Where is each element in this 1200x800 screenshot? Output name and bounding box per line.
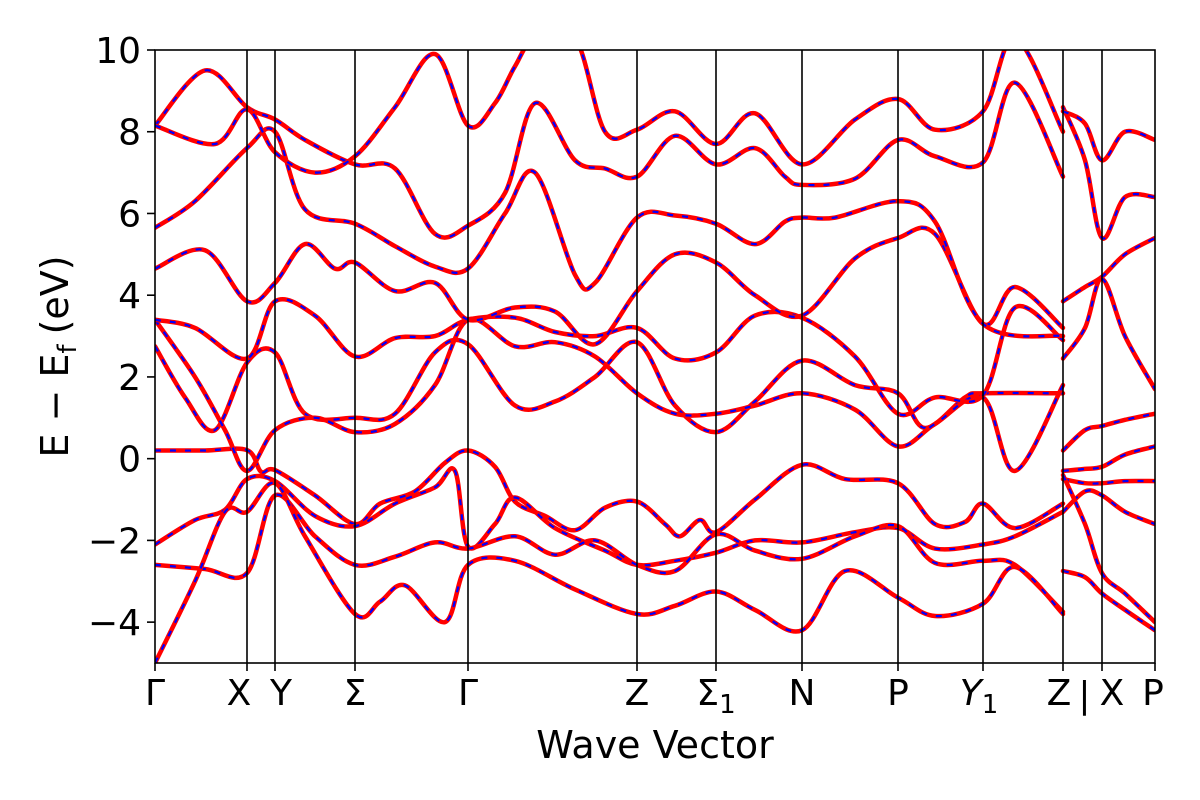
band-red-line-7 [155, 225, 1066, 347]
band-blue-dashed-line-4 [155, 338, 1064, 434]
band-blue-dashed-line-9 [155, 69, 1064, 239]
y-tick-label-5: 6 [118, 194, 141, 235]
band-red-line-8 [155, 126, 1066, 339]
band-red-line-3 [155, 480, 1066, 663]
x-tick-label-12: P [1142, 673, 1164, 714]
y-axis-label: E − Ef (eV) [33, 255, 83, 457]
y-tick-label-4: 4 [118, 276, 141, 317]
x-tick-label-0: Γ [145, 673, 165, 714]
x-tick-label-5: Z [625, 673, 650, 714]
x-tick-label-1: X [227, 673, 252, 714]
bands-layer [155, 50, 1155, 663]
band-blue-dashed-line-8 [155, 127, 1064, 338]
x-axis-label: Wave Vector [536, 723, 774, 767]
segment-break-label: | [1078, 675, 1090, 716]
x-tick-label-10: Z [1047, 673, 1072, 714]
band-blue-dashed-line-15 [1062, 412, 1155, 452]
band-red-line-14 [1060, 276, 1155, 392]
band-red-line-6 [155, 296, 1066, 418]
x-tick-label-11: X [1100, 673, 1125, 714]
band-blue-dashed-line-7 [155, 226, 1064, 346]
y-axis-label-main: E − E [33, 354, 77, 458]
x-tick-label-9: Y1 [960, 673, 999, 720]
kpoint-lines [246, 50, 1103, 663]
band-red-line-16 [1060, 444, 1155, 474]
y-tick-label-3: 2 [118, 358, 141, 399]
band-blue-dashed-line-6 [155, 298, 1064, 417]
band-red-line-15 [1060, 411, 1155, 453]
band-blue-dashed-line-16 [1062, 445, 1155, 472]
y-axis-ticks: −4 −2 0 2 4 6 8 10 [88, 31, 155, 644]
y-tick-label-7: 10 [95, 31, 141, 72]
x-tick-label-4: Γ [458, 673, 478, 714]
x-tick-label-2: Y [269, 673, 293, 714]
x-tick-label-8: P [887, 673, 909, 714]
x-tick-label-6: Σ1 [696, 673, 735, 720]
x-tick-label-7: N [789, 673, 816, 714]
y-tick-label-0: −4 [88, 603, 141, 644]
y-tick-label-2: 0 [118, 440, 141, 481]
y-axis-label-unit: (eV) [33, 255, 77, 334]
band-blue-dashed-line-11 [1061, 106, 1155, 240]
x-tick-label-3: Σ [344, 673, 367, 714]
x-axis-ticks: Γ X Y Σ Γ Z Σ1 N P Y1 Z X P| [145, 663, 1164, 720]
band-blue-dashed-line-17 [1062, 478, 1155, 485]
y-tick-label-6: 8 [118, 113, 141, 154]
band-blue-dashed-line-0 [155, 447, 1064, 538]
band-red-line-4 [155, 337, 1066, 435]
y-axis-label-subscript: f [53, 344, 83, 354]
plot-frame [154, 49, 1156, 664]
band-blue-dashed-line-12 [1062, 110, 1155, 162]
band-blue-dashed-line-2 [155, 493, 1064, 613]
band-red-line-11 [1060, 104, 1155, 241]
band-blue-dashed-line-10 [155, 50, 1064, 174]
y-tick-label-1: −2 [88, 521, 141, 562]
